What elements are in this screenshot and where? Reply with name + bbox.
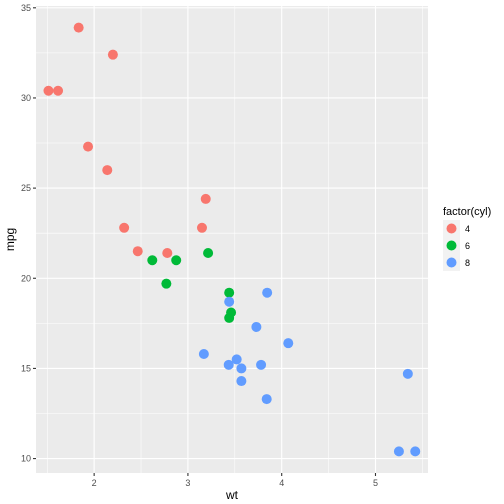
point-cyl-8 (283, 338, 294, 349)
legend-title: factor(cyl) (443, 206, 491, 218)
x-tick-label: 5 (373, 478, 378, 488)
point-cyl-4 (107, 49, 118, 60)
point-cyl-4 (200, 193, 211, 204)
legend-label-4: 4 (465, 224, 470, 234)
point-cyl-8 (236, 376, 247, 387)
legend-items: 4 6 8 (443, 220, 470, 271)
minor-gridlines (36, 6, 428, 473)
point-cyl-8 (261, 394, 272, 405)
y-tick-label: 30 (21, 93, 31, 103)
y-tick-label: 10 (21, 454, 31, 464)
x-tick-label: 3 (185, 478, 190, 488)
point-cyl-4 (102, 165, 113, 176)
point-cyl-6 (224, 312, 235, 323)
plot-panel (36, 6, 428, 473)
point-cyl-8 (256, 359, 267, 370)
point-cyl-8 (402, 368, 413, 379)
legend-key-6 (446, 240, 457, 251)
y-axis-ticks: 10 15 20 25 30 35 (21, 3, 36, 464)
point-cyl-6 (147, 255, 158, 266)
y-tick-label: 35 (21, 3, 31, 13)
y-tick-label: 20 (21, 273, 31, 283)
x-axis-ticks: 2 3 4 5 (92, 473, 378, 488)
point-cyl-8 (236, 363, 247, 374)
y-axis-title: mpg (3, 228, 17, 251)
data-points (43, 22, 421, 457)
point-cyl-4 (83, 141, 94, 152)
x-axis-title: wt (225, 488, 239, 502)
point-cyl-4 (119, 222, 130, 233)
point-cyl-4 (73, 22, 84, 33)
point-cyl-6 (203, 248, 214, 259)
point-cyl-8 (231, 354, 242, 365)
point-cyl-8 (251, 321, 262, 332)
point-cyl-8 (224, 296, 235, 307)
point-cyl-4 (162, 248, 173, 259)
point-cyl-8 (223, 359, 234, 370)
y-tick-label: 15 (21, 363, 31, 373)
y-tick-label: 25 (21, 183, 31, 193)
point-cyl-6 (224, 287, 235, 298)
legend: factor(cyl) 4 6 8 (443, 206, 491, 271)
point-cyl-4 (196, 222, 207, 233)
legend-key-8 (446, 257, 457, 268)
legend-label-8: 8 (465, 258, 470, 268)
point-cyl-6 (161, 278, 172, 289)
legend-label-6: 6 (465, 241, 470, 251)
legend-key-4 (446, 223, 457, 234)
point-cyl-8 (262, 287, 273, 298)
point-cyl-4 (132, 246, 143, 257)
point-cyl-4 (53, 85, 64, 96)
major-gridlines (36, 6, 428, 473)
point-cyl-8 (198, 348, 209, 359)
point-cyl-8 (410, 446, 421, 457)
point-cyl-8 (393, 446, 404, 457)
point-cyl-6 (171, 255, 182, 266)
point-cyl-4 (43, 85, 54, 96)
x-tick-label: 4 (279, 478, 284, 488)
x-tick-label: 2 (92, 478, 97, 488)
